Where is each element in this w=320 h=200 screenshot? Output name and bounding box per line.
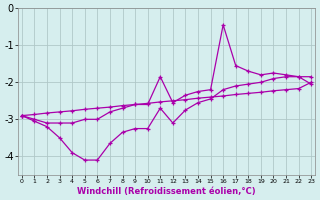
- X-axis label: Windchill (Refroidissement éolien,°C): Windchill (Refroidissement éolien,°C): [77, 187, 256, 196]
